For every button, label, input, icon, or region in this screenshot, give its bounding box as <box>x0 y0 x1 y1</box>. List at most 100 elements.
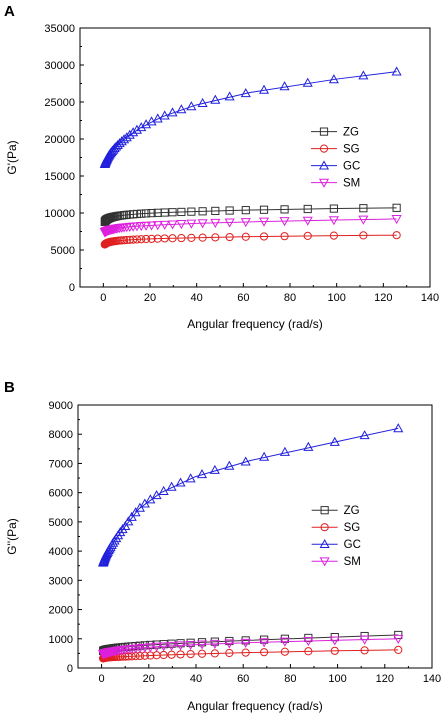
data-point-gc <box>119 134 130 144</box>
y-tick-label: 3000 <box>49 575 73 587</box>
y-tick-label: 5000 <box>49 517 73 529</box>
legend-item-sm: SM <box>311 556 361 568</box>
data-point-sm <box>152 221 163 231</box>
data-point-sg <box>225 232 234 242</box>
data-point-zg <box>211 206 220 216</box>
x-tick-label: 100 <box>328 673 346 685</box>
data-point-sg <box>168 234 177 243</box>
panel-letter: B <box>4 379 15 396</box>
y-tick-label: 6000 <box>49 488 73 500</box>
data-point-sm <box>159 220 170 230</box>
data-point-zg <box>329 204 338 213</box>
x-tick-label: 80 <box>284 673 296 685</box>
x-tick-label: 100 <box>327 292 345 304</box>
data-point-sm <box>302 216 313 226</box>
data-point-gc <box>115 527 126 537</box>
data-point-sm <box>279 217 290 227</box>
x-tick-label: 40 <box>191 292 203 304</box>
data-point-sm <box>393 634 404 645</box>
legend-marker <box>320 523 329 532</box>
panel-b-chart: B 0 20 40 60 80 100 120 140 0 1000 2000 3000 4000 5000… <box>4 379 441 713</box>
data-point-gc <box>121 132 132 142</box>
data-point-sg <box>116 652 125 661</box>
data-point-sg <box>329 231 338 240</box>
data-point-sg <box>392 231 401 240</box>
legend-item-sm: SM <box>311 178 360 190</box>
data-point-sm <box>329 636 340 646</box>
data-point-zg <box>225 206 234 215</box>
data-point-sg <box>129 235 138 244</box>
legend-marker <box>318 160 330 170</box>
data-point-gc <box>279 446 290 456</box>
x-tick-label: 60 <box>237 292 249 304</box>
data-point-sm <box>240 638 251 648</box>
legend-marker <box>319 127 329 136</box>
data-point-gc <box>131 124 142 134</box>
legend-marker <box>319 557 330 567</box>
x-tick-label: 80 <box>284 292 296 304</box>
x-tick-label: 0 <box>99 673 105 685</box>
data-point-zg <box>359 204 368 213</box>
data-point-sm <box>358 215 369 225</box>
x-tick-label: 120 <box>376 673 394 685</box>
data-point-sm <box>328 216 339 226</box>
data-point-gc <box>258 84 270 94</box>
series-gc <box>98 423 404 567</box>
y-tick-label: 2000 <box>49 605 73 617</box>
data-point-sg <box>304 647 313 656</box>
data-point-gc <box>152 113 163 123</box>
y-tick-label: 20000 <box>44 134 75 146</box>
data-point-gc <box>328 74 339 84</box>
data-point-gc <box>224 460 235 470</box>
x-tick-label: 140 <box>421 292 439 304</box>
y-tick-label: 9000 <box>49 400 73 412</box>
data-point-zg <box>198 207 207 216</box>
legend-label: SM <box>344 556 361 568</box>
data-point-sg <box>117 236 126 245</box>
x-tick-label: 60 <box>237 673 249 685</box>
data-point-zg <box>141 209 151 218</box>
legend-item-sg: SG <box>311 522 361 534</box>
y-tick-label: 4000 <box>49 546 73 558</box>
data-point-sg <box>187 233 196 242</box>
data-point-gc <box>359 430 370 440</box>
data-point-sg <box>360 646 369 655</box>
data-point-zg <box>187 207 196 216</box>
data-point-gc <box>279 81 290 91</box>
y-tick-label: 25000 <box>44 97 75 109</box>
y-tick-label: 0 <box>69 282 75 294</box>
x-tick-label: 40 <box>190 673 202 685</box>
legend-label: SG <box>344 522 361 534</box>
data-point-sg <box>141 234 151 244</box>
data-point-sg <box>260 648 269 657</box>
data-point-sm <box>224 639 235 649</box>
data-point-zg <box>132 209 142 219</box>
x-tick-label: 20 <box>144 292 156 304</box>
series-sm <box>99 215 402 238</box>
y-tick-label: 35000 <box>44 23 75 35</box>
legend-marker <box>319 144 329 153</box>
plot-frame <box>77 404 433 669</box>
data-point-gc <box>358 70 369 80</box>
data-point-zg <box>147 209 156 218</box>
data-point-sm <box>134 644 145 654</box>
legend-marker <box>318 178 330 188</box>
series-sm <box>98 634 404 660</box>
data-point-sg <box>330 646 339 655</box>
data-point-gc <box>224 91 235 101</box>
data-point-gc <box>130 507 141 517</box>
legend-label: GC <box>343 161 360 173</box>
data-point-sg <box>137 235 146 244</box>
data-point-sg <box>147 234 156 243</box>
data-point-sm <box>359 635 370 645</box>
data-point-gc <box>185 473 196 483</box>
legend-label: ZG <box>343 127 359 139</box>
data-point-sg <box>122 235 131 245</box>
data-point-gc <box>240 456 251 466</box>
data-point-gc <box>210 94 221 104</box>
data-point-sm <box>224 218 235 228</box>
y-tick-label: 30000 <box>44 60 75 72</box>
panel-letter: A <box>4 3 15 20</box>
data-point-gc <box>124 129 135 139</box>
